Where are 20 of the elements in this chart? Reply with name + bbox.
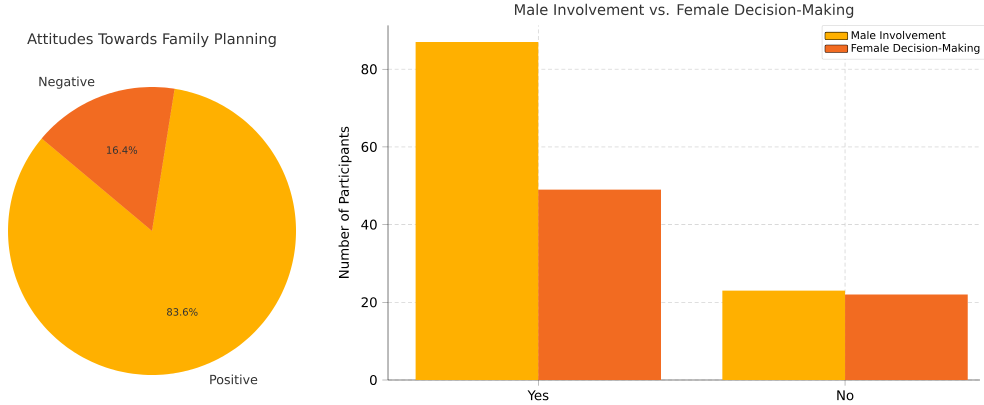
- x-tick-label: No: [837, 390, 854, 400]
- y-tick-label: 20: [362, 297, 377, 308]
- legend-label: Female Decision-Making: [852, 44, 980, 54]
- x-tick-label: Yes: [528, 390, 548, 400]
- data-label: 83.6%: [167, 308, 198, 316]
- bar: [845, 294, 968, 380]
- y-tick-label: 80: [362, 64, 377, 74]
- bar: [538, 190, 661, 380]
- slice-label: Negative: [39, 76, 94, 89]
- y-tick-label: 40: [361, 220, 377, 230]
- y-tick-label: 60: [362, 142, 377, 152]
- chart-title: Attitudes Towards Family Planning: [27, 32, 276, 48]
- chart-title: Male Involvement vs. Female Decision-Making: [514, 4, 854, 18]
- y-tick-label: 0: [370, 374, 377, 386]
- legend-label: Male Involvement: [852, 30, 946, 40]
- slice-label: Positive: [210, 374, 258, 384]
- bar: [722, 290, 846, 380]
- bar: [416, 42, 538, 380]
- data-label: 16.4%: [107, 146, 138, 154]
- y-axis-title: Number of Participants: [338, 126, 352, 278]
